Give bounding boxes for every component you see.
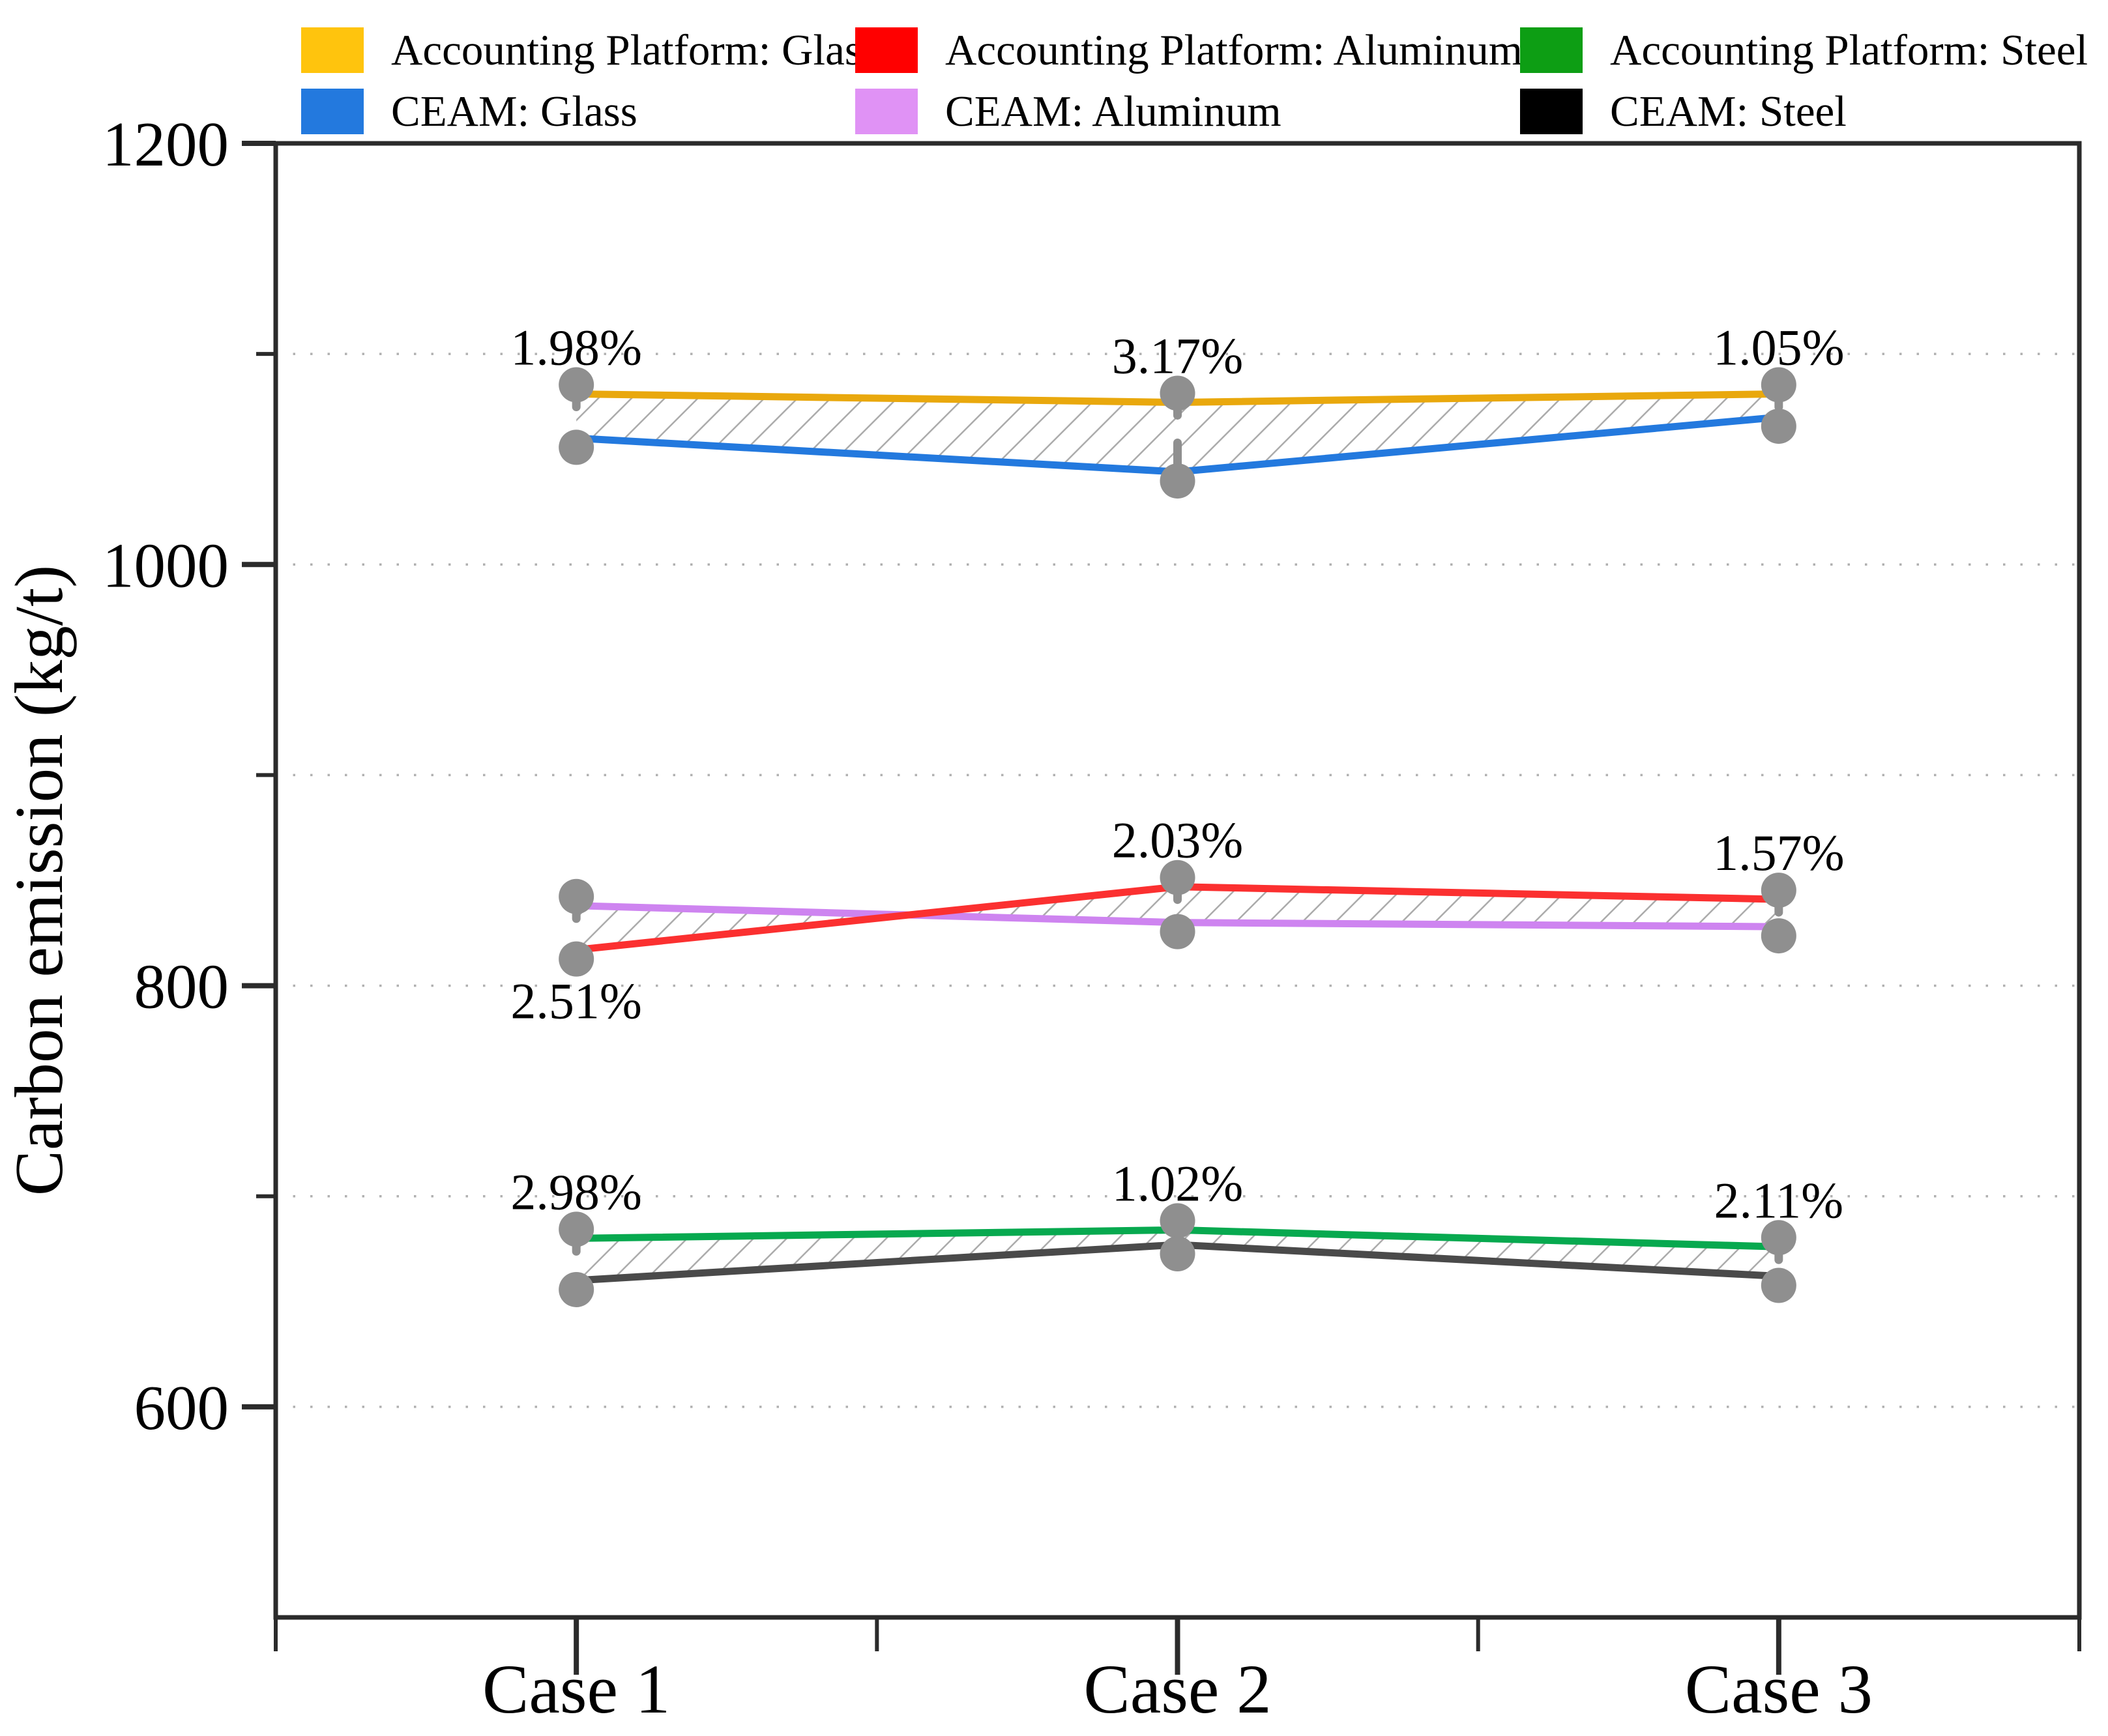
pct-label: 2.11% bbox=[1714, 1172, 1844, 1228]
marker bbox=[1761, 1267, 1796, 1303]
legend-swatch-icon bbox=[855, 27, 918, 73]
marker bbox=[1761, 1220, 1796, 1256]
y-axis-title: Carbon emission (kg/t) bbox=[1, 565, 77, 1196]
legend-label: CEAM: Glass bbox=[391, 87, 637, 136]
legend-swatch-icon bbox=[301, 89, 364, 134]
legend-label: CEAM: Steel bbox=[1610, 87, 1847, 136]
chart-legend: Accounting Platform: Glass Accounting Pl… bbox=[301, 20, 2088, 142]
pct-label: 1.02% bbox=[1112, 1155, 1243, 1211]
legend-swatch-icon bbox=[855, 89, 918, 134]
pct-label: 1.05% bbox=[1713, 319, 1844, 376]
marker bbox=[559, 878, 594, 914]
legend-swatch-icon bbox=[1520, 27, 1583, 73]
pct-label: 1.98% bbox=[510, 319, 641, 376]
pct-label: 1.57% bbox=[1713, 824, 1844, 881]
marker bbox=[559, 1271, 594, 1307]
marker bbox=[1160, 860, 1195, 895]
legend-item-ap-aluminum: Accounting Platform: Aluminum bbox=[855, 25, 1523, 74]
marker bbox=[1761, 409, 1796, 444]
marker bbox=[1761, 918, 1796, 954]
pct-label: 3.17% bbox=[1112, 327, 1243, 384]
marker bbox=[1160, 1236, 1195, 1272]
pct-label: 2.03% bbox=[1112, 812, 1243, 869]
y-tick-label: 800 bbox=[134, 952, 229, 1022]
x-tick-label: Case 1 bbox=[482, 1651, 670, 1728]
legend-swatch-icon bbox=[1520, 89, 1583, 134]
pct-label: 2.98% bbox=[510, 1163, 641, 1220]
marker bbox=[1761, 367, 1796, 403]
legend-item-ceam-glass: CEAM: Glass bbox=[301, 89, 855, 134]
marker bbox=[1160, 375, 1195, 411]
legend-item-ap-steel: Accounting Platform: Steel bbox=[1520, 27, 2088, 73]
legend-item-ceam-aluminum: CEAM: Aluminum bbox=[855, 89, 1520, 134]
marker bbox=[1160, 1203, 1195, 1239]
legend-item-ap-glass: Accounting Platform: Glass bbox=[301, 27, 879, 73]
legend-label: Accounting Platform: Glass bbox=[391, 25, 879, 74]
marker bbox=[559, 429, 594, 465]
marker bbox=[1761, 873, 1796, 908]
marker bbox=[1160, 914, 1195, 949]
x-tick-label: Case 2 bbox=[1083, 1651, 1271, 1728]
marker bbox=[559, 941, 594, 977]
legend-label: CEAM: Aluminum bbox=[945, 87, 1281, 136]
legend-item-ceam-steel: CEAM: Steel bbox=[1520, 89, 2088, 134]
legend-swatch-icon bbox=[301, 27, 364, 73]
marker bbox=[1160, 463, 1195, 499]
legend-label: Accounting Platform: Steel bbox=[1610, 25, 2088, 74]
x-tick-label: Case 3 bbox=[1685, 1651, 1873, 1728]
gap-band-steel bbox=[576, 1230, 1779, 1280]
legend-label: Accounting Platform: Aluminum bbox=[945, 25, 1523, 74]
marker bbox=[559, 1211, 594, 1247]
pct-label: 2.51% bbox=[510, 973, 641, 1030]
y-tick-label: 1200 bbox=[102, 109, 229, 179]
y-tick-label: 600 bbox=[134, 1373, 229, 1443]
y-tick-label: 1000 bbox=[102, 530, 229, 600]
marker bbox=[559, 367, 594, 403]
